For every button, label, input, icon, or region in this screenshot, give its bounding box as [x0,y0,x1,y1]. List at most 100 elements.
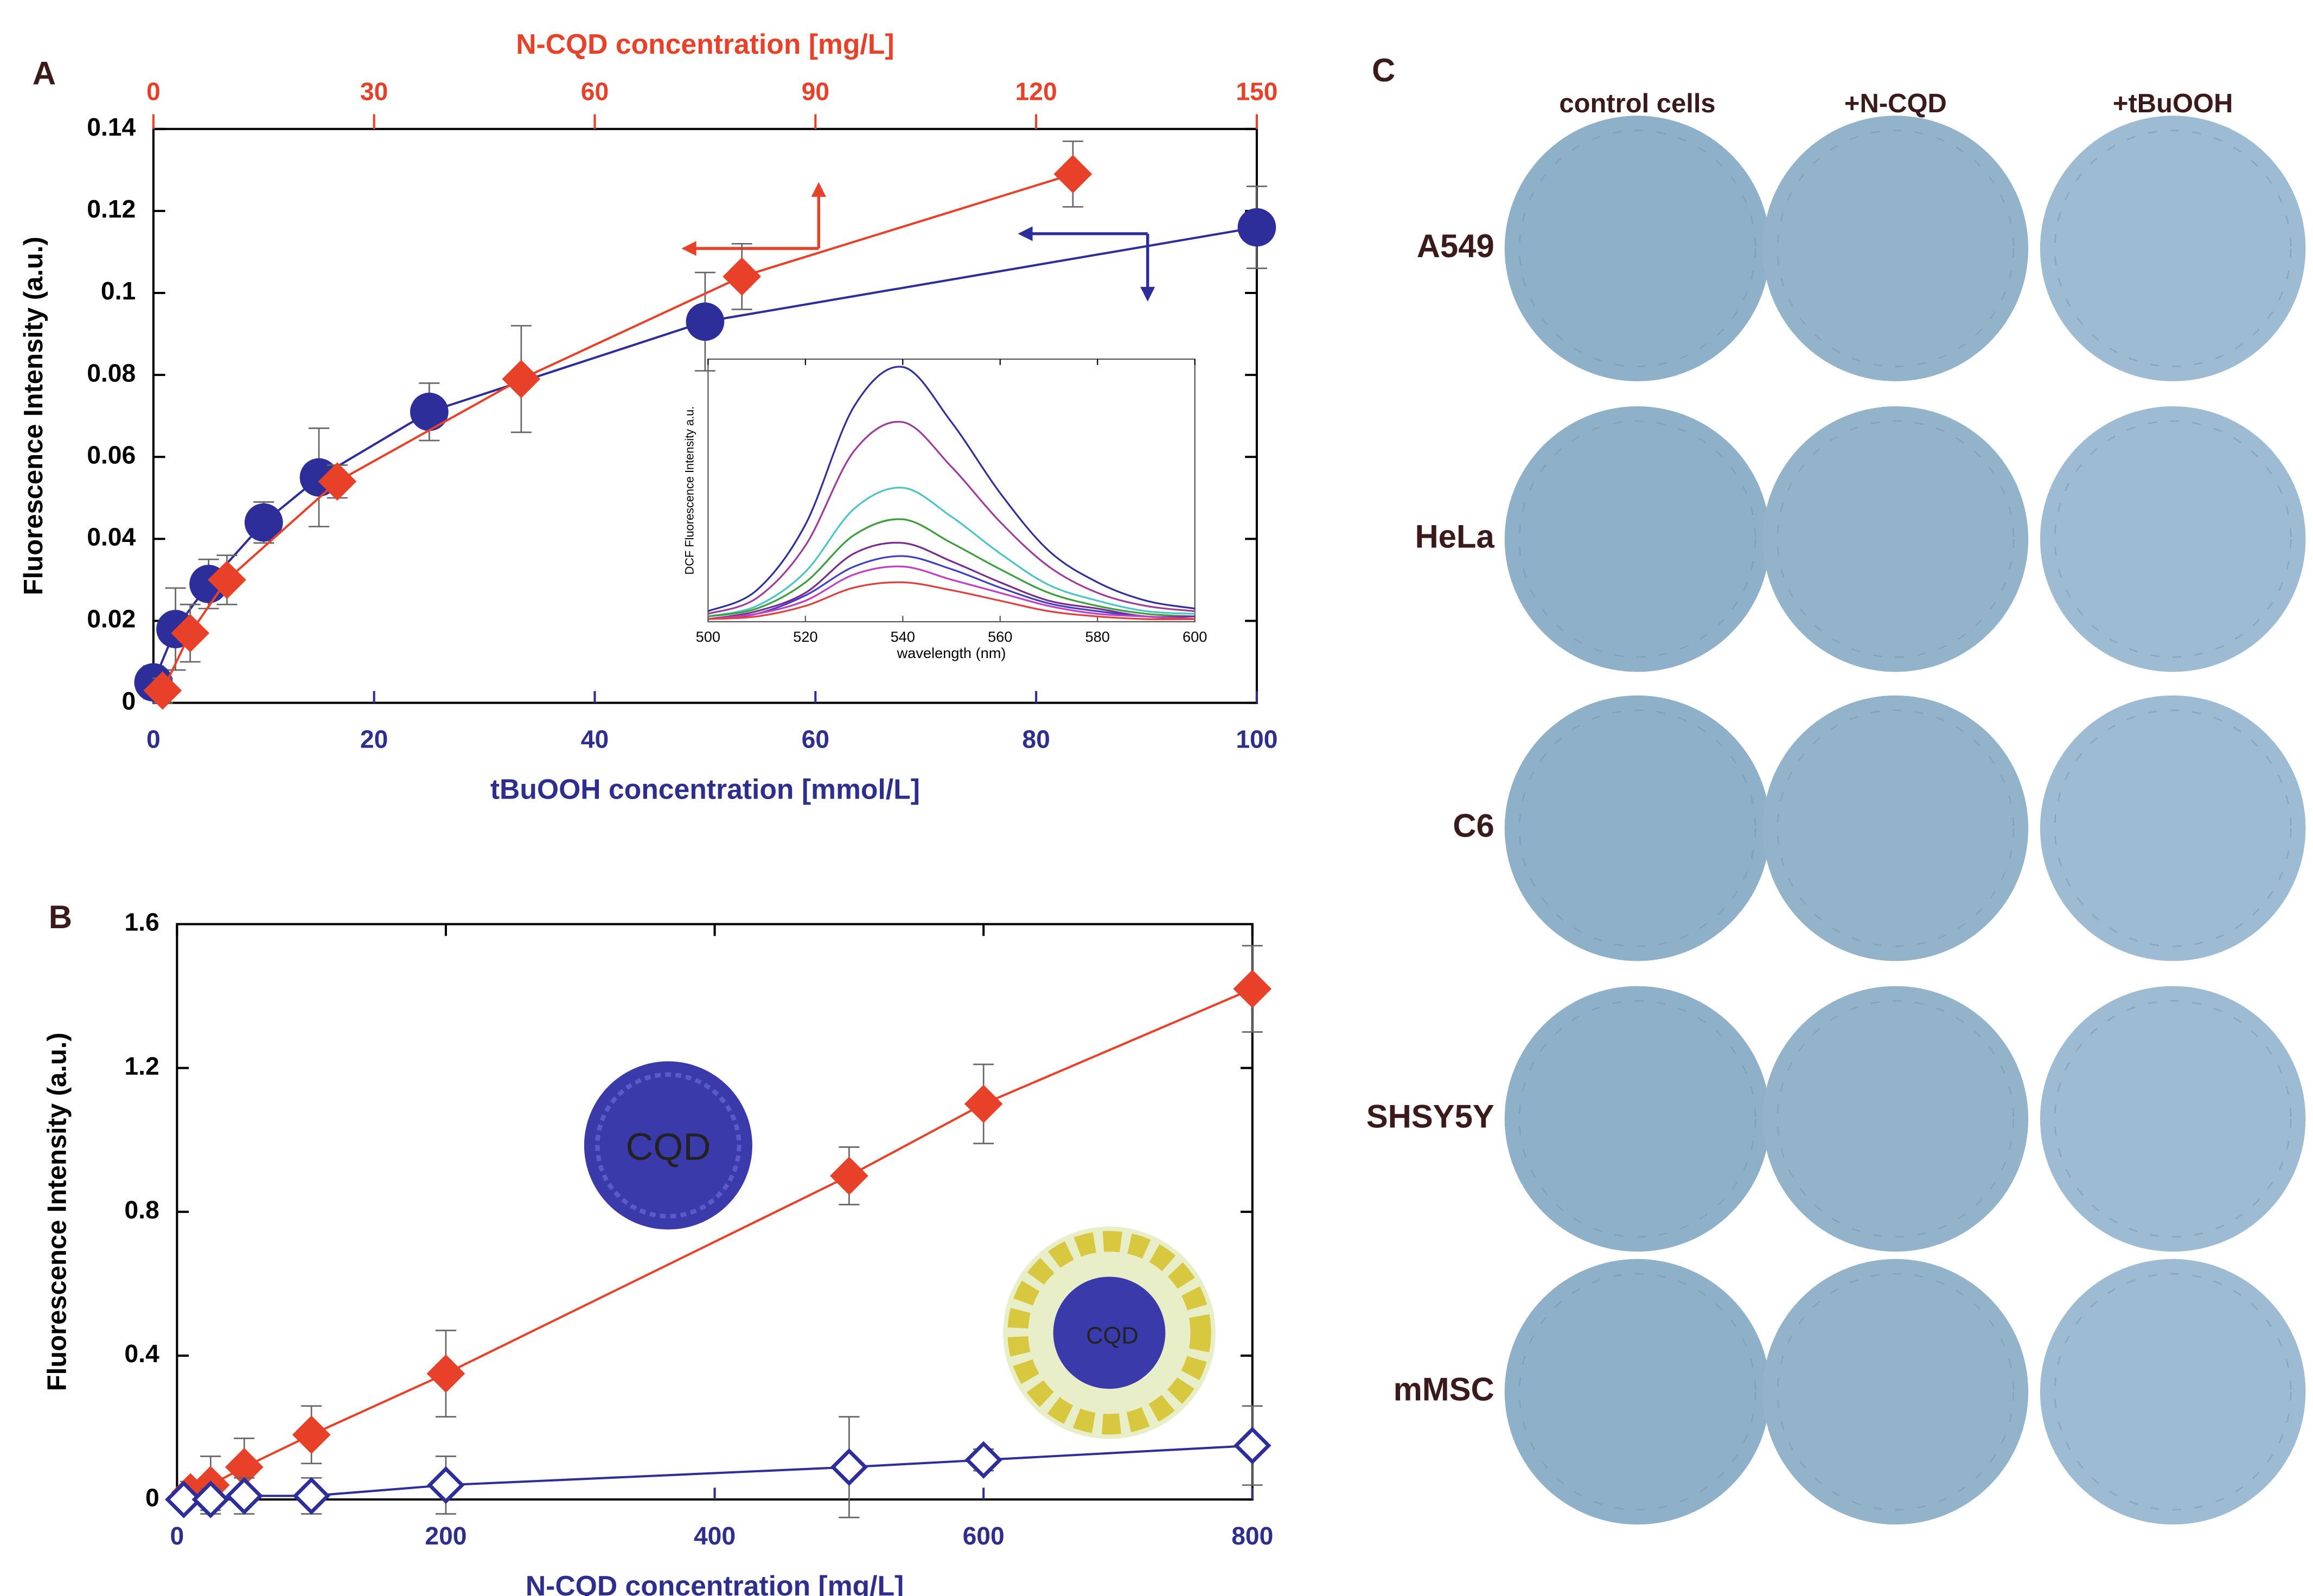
marker [171,614,209,653]
cell-image-texture [2054,1000,2292,1238]
spectrum-line [708,565,1195,620]
marker [686,302,725,341]
y-tick-label: 1.2 [124,1052,159,1080]
cell-image [2040,1259,2306,1525]
x-tick-label: 40 [581,725,609,754]
marker [292,1415,331,1454]
spectrum-line [708,581,1195,621]
y-tick-label: 0.04 [87,523,136,551]
marker [723,257,762,296]
column-header: control cells [1559,89,1715,118]
marker [1237,208,1276,247]
marker [964,1084,1003,1123]
panel-label: A [33,55,56,92]
x-tick-label: 400 [694,1522,736,1550]
x-tick-label: 540 [891,628,915,645]
x2-tick-label: 30 [360,78,388,106]
cell-image-texture [1518,130,1756,367]
y-tick-label: 0 [145,1483,159,1511]
y-tick-label: 0.06 [87,441,136,469]
cell-image [1504,986,1771,1252]
x2-tick-label: 120 [1015,78,1057,106]
x-tick-label: 560 [988,628,1012,645]
cell-image [2040,406,2306,672]
marker [208,560,246,599]
x2-tick-label: 0 [146,78,161,106]
x-tick-label: 20 [360,725,388,754]
panel-label: C [1372,52,1395,88]
x-axis-label: wavelength (nm) [897,644,1006,661]
marker [244,503,283,542]
spectrum-line [707,420,1195,615]
cell-image [1762,986,2029,1252]
marker [410,392,449,431]
x-tick-label: 60 [802,725,829,754]
spectrum-line [707,487,1195,617]
marker [225,1477,263,1515]
y-tick-label: 0.14 [87,113,136,141]
x-tick-label: 580 [1085,628,1110,645]
marker [502,360,541,399]
cell-image-texture [1777,709,2015,947]
x-tick-label: 600 [963,1522,1005,1550]
y-axis-label: DCF Fluorescence Intensity a.u. [682,406,696,575]
spectrum-line [708,518,1195,617]
x2-tick-label: 60 [581,78,609,106]
cell-image [2040,116,2306,381]
cell-image [1762,406,2029,672]
cell-image [1504,1259,1771,1525]
y-tick-label: 0.02 [87,605,136,633]
cell-image [1504,406,1771,672]
marker [830,1448,868,1486]
x-tick-label: 800 [1231,1522,1273,1550]
row-label: A549 [1417,228,1494,264]
x-tick-label: 600 [1183,628,1207,645]
marker [427,1466,465,1504]
marker [1233,969,1272,1008]
marker [964,1441,1002,1479]
cell-image [2040,986,2306,1252]
y-tick-label: 1.6 [124,908,159,936]
plot-frame [707,358,1196,623]
row-label: HeLa [1415,519,1494,555]
annotation: CQD [1086,1323,1139,1349]
x-axis-label: N-CQD concentration [mg/L] [526,1570,904,1596]
marker [318,462,357,501]
x2-axis-label: N-CQD concentration [mg/L] [516,28,894,60]
row-label: C6 [1453,808,1494,844]
y-tick-label: 0.08 [87,359,136,387]
cell-image [1504,116,1771,381]
x2-tick-label: 150 [1236,78,1277,106]
x2-tick-label: 90 [802,78,829,106]
cell-image-texture [1777,420,2015,658]
cell-image-texture [1518,1000,1756,1238]
marker [164,1480,203,1518]
y-tick-label: 0.1 [101,277,136,305]
marker [292,1477,330,1515]
y-tick-label: 0 [122,687,136,715]
cqd-illustrations [584,1061,1216,1439]
x-tick-label: 0 [170,1522,184,1550]
marker [829,1157,868,1195]
x-tick-label: 100 [1236,725,1277,754]
panel-label: B [49,899,72,935]
cell-image-texture [1518,420,1756,658]
cell-image-texture [2054,709,2292,947]
cell-image-texture [2054,420,2292,658]
marker [1234,1426,1271,1465]
x-tick-label: 200 [425,1522,467,1550]
x-tick-label: 80 [1022,725,1050,754]
cell-image [1762,695,2029,961]
annotation: CQD [625,1125,711,1168]
x-tick-label: 520 [793,628,817,645]
marker [426,1354,465,1393]
y-tick-label: 0.8 [124,1196,159,1224]
x-tick-label: 0 [146,725,161,754]
y-axis-label: Fluorescence Intensity (a.u.) [19,237,48,595]
cell-image [1762,1259,2029,1525]
cell-image-texture [2054,130,2292,367]
marker [1053,155,1092,194]
plot-frame [152,127,1258,704]
y-tick-label: 0.12 [87,195,136,223]
spectrum-line [707,366,1195,612]
